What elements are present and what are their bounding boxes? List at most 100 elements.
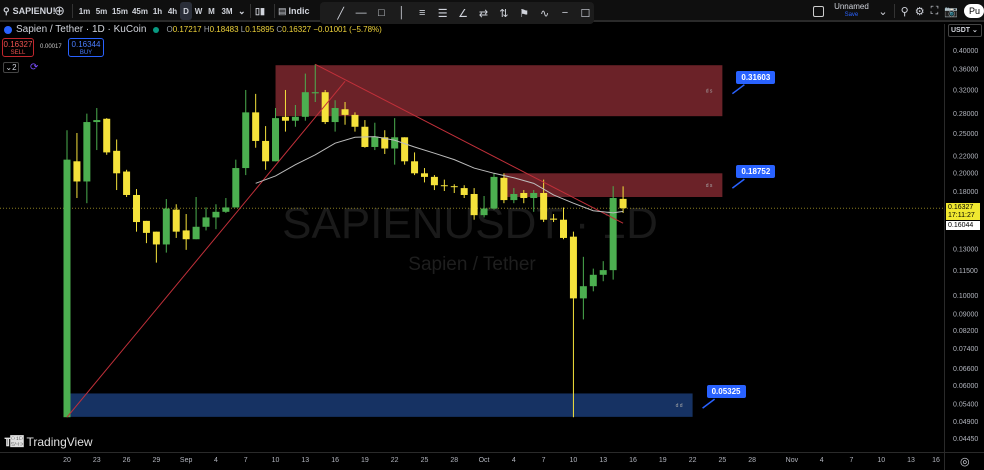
fullscreen-icon[interactable]: ⛶: [930, 4, 939, 17]
spread: 0.00017: [40, 44, 62, 50]
timeframe-dropdown[interactable]: ⌄: [238, 5, 246, 16]
candle: [609, 198, 617, 271]
timeframe-3M[interactable]: 3M: [221, 6, 233, 16]
price-tick: 0.07400: [953, 346, 978, 353]
axis-settings-icon[interactable]: ◎: [960, 456, 970, 468]
candle: [371, 136, 379, 147]
divider: [893, 4, 895, 18]
timeframe-45m[interactable]: 45m: [131, 6, 148, 16]
candle: [490, 176, 498, 209]
symbol-label: SAPIENU!: [12, 6, 56, 16]
currency-select[interactable]: USDT ⌄: [948, 24, 982, 37]
candle: [272, 118, 280, 162]
candle: [510, 193, 518, 201]
camera-icon[interactable]: 📷: [944, 5, 958, 18]
quick-search-icon[interactable]: ⚲: [900, 5, 909, 18]
chevron-down-icon[interactable]: ⌄: [878, 5, 888, 18]
publish-button[interactable]: Pu: [963, 4, 984, 18]
symbol-logo-icon: [4, 25, 12, 34]
trend-line-icon[interactable]: ╱: [337, 7, 344, 20]
candle: [262, 140, 270, 162]
price-tick: 0.06000: [953, 383, 978, 390]
callout-icon[interactable]: ☐: [580, 7, 591, 20]
tradingview-logo[interactable]: 𝕋𝕉 TradingView: [4, 434, 93, 449]
fib-channel-icon[interactable]: ≡: [419, 7, 426, 19]
time-tick: 10: [570, 457, 578, 464]
candle: [232, 168, 240, 208]
time-tick: 13: [301, 457, 309, 464]
price-tick: 0.22000: [953, 154, 978, 161]
timeframe-4h[interactable]: 4h: [167, 6, 178, 16]
vertical-line-icon[interactable]: │: [398, 7, 406, 19]
time-tick: Oct: [479, 457, 490, 464]
price-callout[interactable]: 0.31603: [736, 70, 776, 84]
candle: [480, 208, 488, 216]
candle: [142, 220, 150, 233]
compare-button[interactable]: ⊕: [54, 2, 65, 20]
candle: [550, 218, 558, 220]
price-tick: 0.18000: [953, 189, 978, 196]
timeframe-group: 1m 5m 15m 45m 1h 4h D W M 3M: [76, 2, 236, 20]
time-tick: Nov: [786, 457, 799, 464]
cross-line-icon[interactable]: −: [561, 7, 569, 19]
candle: [281, 116, 289, 121]
layout-name-button[interactable]: Unnamed Save: [830, 3, 872, 19]
sell-button[interactable]: 0.16327 SELL: [2, 38, 34, 57]
price-tick: 0.10000: [953, 293, 978, 300]
time-tick: 25: [421, 457, 429, 464]
settings-icon[interactable]: ⚙: [914, 5, 925, 18]
price-callout[interactable]: 0.18752: [736, 165, 776, 179]
rectangle-icon[interactable]: □: [378, 7, 385, 19]
flag-icon[interactable]: ⚑: [519, 7, 530, 20]
timeframe-1m[interactable]: 1m: [78, 6, 91, 16]
candle: [530, 192, 538, 199]
divider: [72, 4, 73, 18]
angle-icon[interactable]: ∠: [458, 7, 468, 20]
legend-title[interactable]: Sapien / Tether · 1D · KuCoin: [16, 24, 147, 35]
price-chart[interactable]: SAPIENUSDT · 1D Sapien / Tether d s d s d d 0…: [0, 24, 984, 470]
price-callout[interactable]: 0.05325: [706, 385, 746, 399]
buy-button[interactable]: 0.16344 BUY: [68, 38, 104, 57]
date-range-icon[interactable]: ⇄: [478, 7, 489, 20]
candle: [420, 173, 428, 177]
indicators-label: Indic: [288, 6, 310, 16]
price-tick: 0.32000: [953, 87, 978, 94]
candle: [182, 230, 190, 240]
candle: [381, 137, 389, 149]
symbol-search[interactable]: ⚲ SAPIENU!: [3, 2, 56, 20]
divider: [250, 4, 251, 18]
candle: [311, 92, 319, 94]
time-tick: 19: [659, 457, 667, 464]
price-range-icon[interactable]: ⇅: [499, 7, 509, 20]
parallel-lines-icon[interactable]: ☰: [437, 7, 448, 20]
candle: [133, 194, 141, 223]
chart-type-button[interactable]: ▯▮: [255, 2, 265, 20]
candle: [73, 161, 81, 182]
ohlc-values: O0.17217 H0.18483 L0.15895 C0.16327 −0.0…: [166, 25, 382, 34]
horizontal-ray-icon[interactable]: —: [355, 7, 367, 19]
candle: [341, 109, 349, 115]
time-tick: 29: [152, 457, 160, 464]
candle: [500, 177, 508, 201]
time-tick: 7: [850, 457, 854, 464]
watermark-symbol: SAPIENUSDT · 1D: [282, 199, 658, 248]
layout-icon[interactable]: [813, 5, 825, 17]
candle: [212, 211, 220, 218]
trend-line: [315, 63, 624, 224]
path-icon[interactable]: ∿: [539, 7, 550, 20]
timeframe-W[interactable]: W: [194, 6, 203, 16]
timeframe-5m[interactable]: 5m: [95, 6, 108, 16]
timeframe-1h[interactable]: 1h: [152, 6, 163, 16]
buy-price: 0.16344: [71, 40, 101, 49]
timeframe-D[interactable]: D: [180, 2, 192, 20]
timeframe-M[interactable]: M: [208, 6, 215, 16]
time-axis-divider: [0, 452, 984, 453]
candle: [440, 185, 448, 187]
indicators-collapse-button[interactable]: ⌄2: [3, 62, 19, 73]
indicators-button[interactable]: ▤ Indic: [278, 2, 310, 20]
timeframe-15m[interactable]: 15m: [111, 6, 128, 16]
zone-tag: d s: [706, 89, 713, 95]
candle: [83, 122, 91, 182]
indicators-icon: ▤: [278, 5, 287, 16]
plus-circle-icon: ⊕: [54, 3, 65, 18]
